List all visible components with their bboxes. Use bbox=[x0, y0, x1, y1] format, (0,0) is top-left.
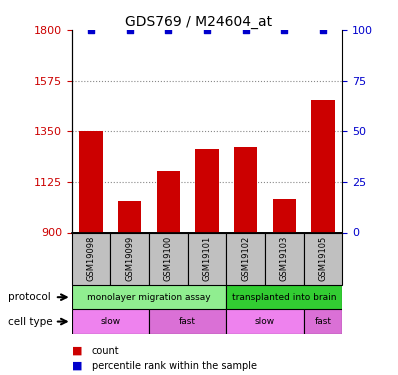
FancyBboxPatch shape bbox=[72, 285, 226, 309]
Point bbox=[88, 27, 94, 33]
Text: GDS769 / M24604_at: GDS769 / M24604_at bbox=[125, 15, 273, 29]
Text: count: count bbox=[92, 346, 119, 355]
FancyBboxPatch shape bbox=[226, 309, 304, 334]
Bar bbox=[234, 147, 257, 232]
FancyBboxPatch shape bbox=[72, 309, 149, 334]
FancyBboxPatch shape bbox=[226, 232, 265, 285]
Bar bbox=[157, 171, 180, 232]
Text: GSM19103: GSM19103 bbox=[280, 236, 289, 281]
Text: fast: fast bbox=[179, 317, 196, 326]
Point bbox=[320, 27, 326, 33]
Text: GSM19098: GSM19098 bbox=[86, 236, 96, 281]
Text: transplanted into brain: transplanted into brain bbox=[232, 292, 337, 302]
Text: protocol: protocol bbox=[8, 292, 51, 302]
Bar bbox=[79, 131, 103, 232]
FancyBboxPatch shape bbox=[149, 309, 226, 334]
Text: GSM19100: GSM19100 bbox=[164, 236, 173, 281]
Bar bbox=[118, 201, 141, 232]
Text: ■: ■ bbox=[72, 361, 82, 370]
FancyBboxPatch shape bbox=[110, 232, 149, 285]
Text: GSM19105: GSM19105 bbox=[318, 236, 328, 281]
Text: GSM19102: GSM19102 bbox=[241, 236, 250, 281]
Bar bbox=[273, 199, 296, 232]
FancyBboxPatch shape bbox=[304, 309, 342, 334]
Point bbox=[127, 27, 133, 33]
FancyBboxPatch shape bbox=[187, 232, 226, 285]
Text: slow: slow bbox=[255, 317, 275, 326]
Point bbox=[281, 27, 287, 33]
Point bbox=[165, 27, 172, 33]
Point bbox=[204, 27, 210, 33]
Text: cell type: cell type bbox=[8, 316, 53, 327]
Text: monolayer migration assay: monolayer migration assay bbox=[87, 292, 211, 302]
Text: slow: slow bbox=[100, 317, 120, 326]
Text: fast: fast bbox=[314, 317, 332, 326]
Text: GSM19099: GSM19099 bbox=[125, 236, 134, 281]
Text: percentile rank within the sample: percentile rank within the sample bbox=[92, 361, 257, 370]
FancyBboxPatch shape bbox=[149, 232, 187, 285]
FancyBboxPatch shape bbox=[226, 285, 342, 309]
FancyBboxPatch shape bbox=[265, 232, 304, 285]
FancyBboxPatch shape bbox=[304, 232, 342, 285]
Point bbox=[242, 27, 249, 33]
FancyBboxPatch shape bbox=[72, 232, 110, 285]
Text: GSM19101: GSM19101 bbox=[203, 236, 211, 281]
Bar bbox=[195, 149, 219, 232]
Text: ■: ■ bbox=[72, 346, 82, 355]
Bar bbox=[311, 100, 335, 232]
